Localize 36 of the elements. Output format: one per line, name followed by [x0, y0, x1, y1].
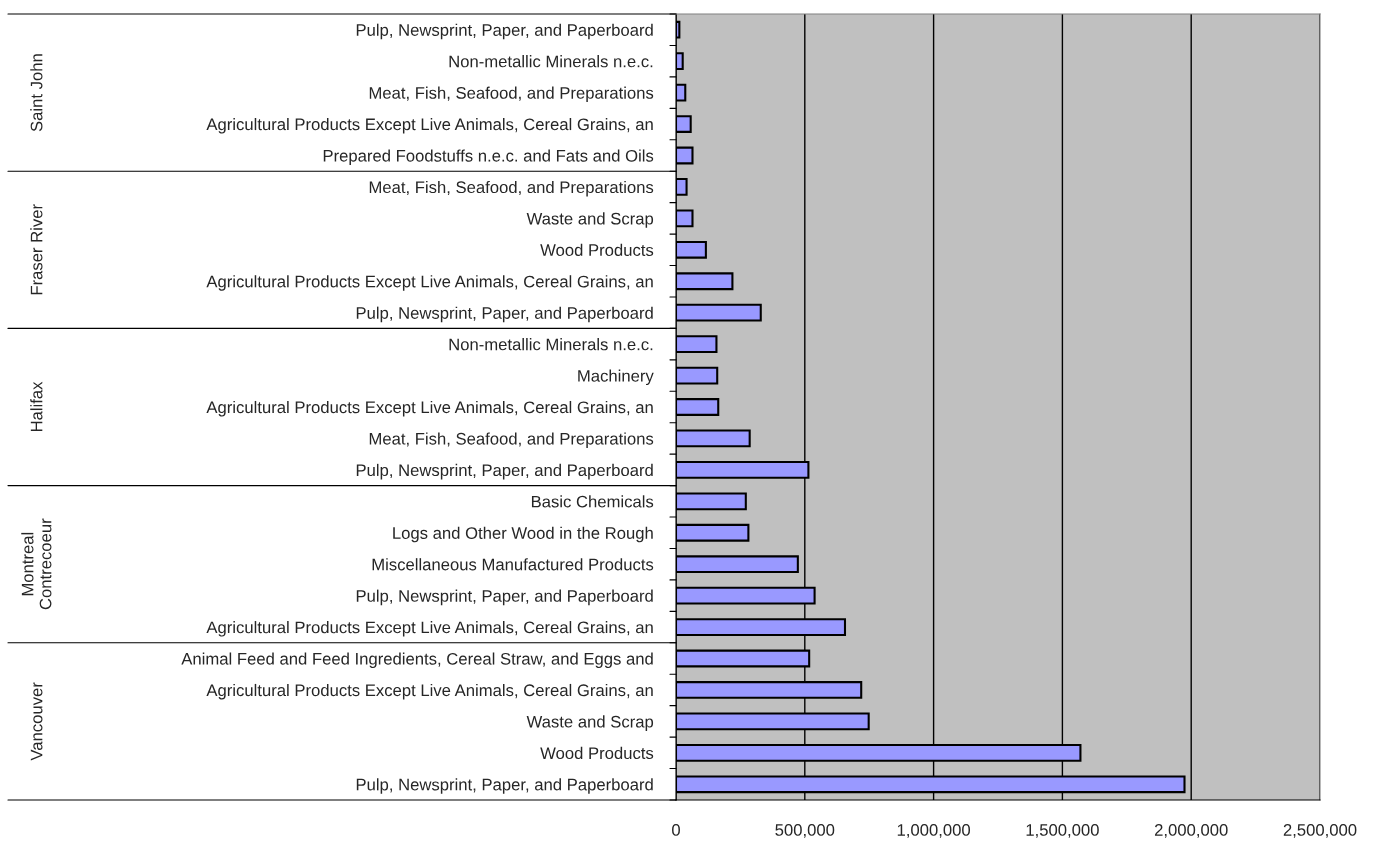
y-tick-label: Meat, Fish, Seafood, and Preparations: [369, 86, 654, 103]
y-tick-label: Wood Products: [540, 746, 654, 760]
y-tick-label: Pulp, Newsprint, Paper, and Paperboard: [356, 306, 653, 323]
y-tick-label: Pulp, Newsprint, Paper, and Paperboard: [356, 23, 653, 40]
y-tick-label: Prepared Foodstuffs n.e.c. and Fats and Oils: [323, 149, 654, 165]
x-tick-label: 1,500,000: [1026, 824, 1099, 838]
y-tick-label: Agricultural Products Except Live Animals, Cereal Grains, an: [206, 275, 653, 291]
y-tick-label: Agricultural Products Except Live Animals, Cereal Grains, an: [206, 621, 653, 637]
y-tick-label: Waste and Scrap: [526, 715, 654, 731]
text: Saint John: [30, 54, 43, 132]
y-tick-label: Pulp, Newsprint, Paper, and Paperboard: [356, 589, 653, 606]
x-tick-label: 1,000,000: [897, 824, 971, 838]
y-tick-label: Meat, Fish, Seafood, and Preparations: [369, 432, 654, 448]
y-tick-label: Non-metallic Minerals n.e.c.: [449, 338, 653, 351]
y-tick-label: Animal Feed and Feed Ingredients, Cereal Straw, and Eggs and: [181, 652, 653, 669]
y-tick-label: Miscellaneous Manufactured Products: [372, 558, 654, 571]
text: Halifax: [30, 381, 43, 432]
y-tick-label: Pulp, Newsprint, Paper, and Paperboard: [356, 463, 653, 480]
y-tick-label: Agricultural Products Except Live Animals, Cereal Grains, an: [206, 683, 653, 700]
x-tick-label: 500,000: [775, 824, 835, 838]
y-tick-label: Waste and Scrap: [526, 212, 654, 228]
y-tick-label: Agricultural Products Except Live Animals, Cereal Grains, an: [206, 400, 653, 417]
y-tick-label: Agricultural Products Except Live Animals, Cereal Grains, an: [206, 118, 653, 134]
y-tick-label: Non-metallic Minerals n.e.c.: [449, 55, 653, 68]
x-tick-label: 2,500,000: [1283, 824, 1357, 838]
text: Fraser River: [30, 204, 43, 295]
text: Montreal Contrecoeur: [21, 518, 52, 610]
y-tick-label: Basic Chemicals: [531, 495, 654, 508]
x-tick-label: 0: [672, 824, 680, 836]
x-tick-label: 2,000,000: [1154, 824, 1228, 838]
y-tick-label: Wood Products: [540, 243, 654, 256]
y-tick-label: Meat, Fish, Seafood, and Preparations: [369, 180, 654, 197]
text: Vancouver: [30, 682, 43, 761]
y-tick-label: Machinery: [578, 369, 654, 386]
y-tick-label: Pulp, Newsprint, Paper, and Paperboard: [356, 778, 653, 794]
y-tick-label: Logs and Other Wood in the Rough: [393, 526, 653, 543]
